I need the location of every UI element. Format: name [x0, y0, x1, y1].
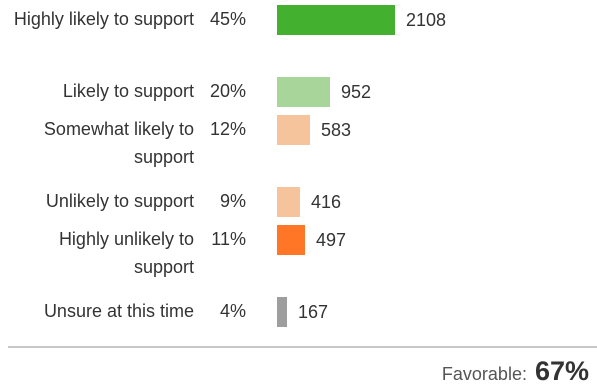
category-label: Likely to support — [62, 81, 194, 101]
percentage-label: 20% — [209, 81, 246, 101]
bar-value-label: 416 — [311, 192, 342, 212]
bar-value-label: 952 — [341, 82, 372, 102]
percentage-label: 9% — [219, 191, 246, 211]
bar-value-label: 497 — [316, 230, 347, 250]
favorable-label: Favorable: — [441, 364, 527, 384]
percentage-label: 12% — [209, 119, 246, 139]
bar — [277, 297, 287, 327]
percentage-label: 4% — [219, 301, 246, 321]
bar — [277, 115, 310, 145]
bar-value-label: 167 — [298, 302, 329, 322]
bar — [277, 187, 300, 217]
category-label: Unsure at this time — [43, 301, 194, 321]
bar-value-label: 2108 — [406, 10, 447, 30]
category-label: Unlikely to support — [45, 191, 194, 211]
category-label: Highly likely to support — [13, 9, 194, 29]
percentage-label: 45% — [209, 9, 246, 29]
bar-value-label: 583 — [321, 120, 352, 140]
percentage-label: 11% — [211, 229, 246, 249]
category-label: Somewhat likely to support — [43, 119, 194, 167]
divider — [8, 346, 597, 348]
bar — [277, 225, 305, 255]
favorable-value: 67% — [534, 356, 589, 386]
category-label: Highly unlikely to support — [58, 229, 194, 277]
favorable-summary: Favorable: 67% — [442, 356, 589, 387]
bar — [277, 77, 330, 107]
bar — [277, 5, 395, 35]
